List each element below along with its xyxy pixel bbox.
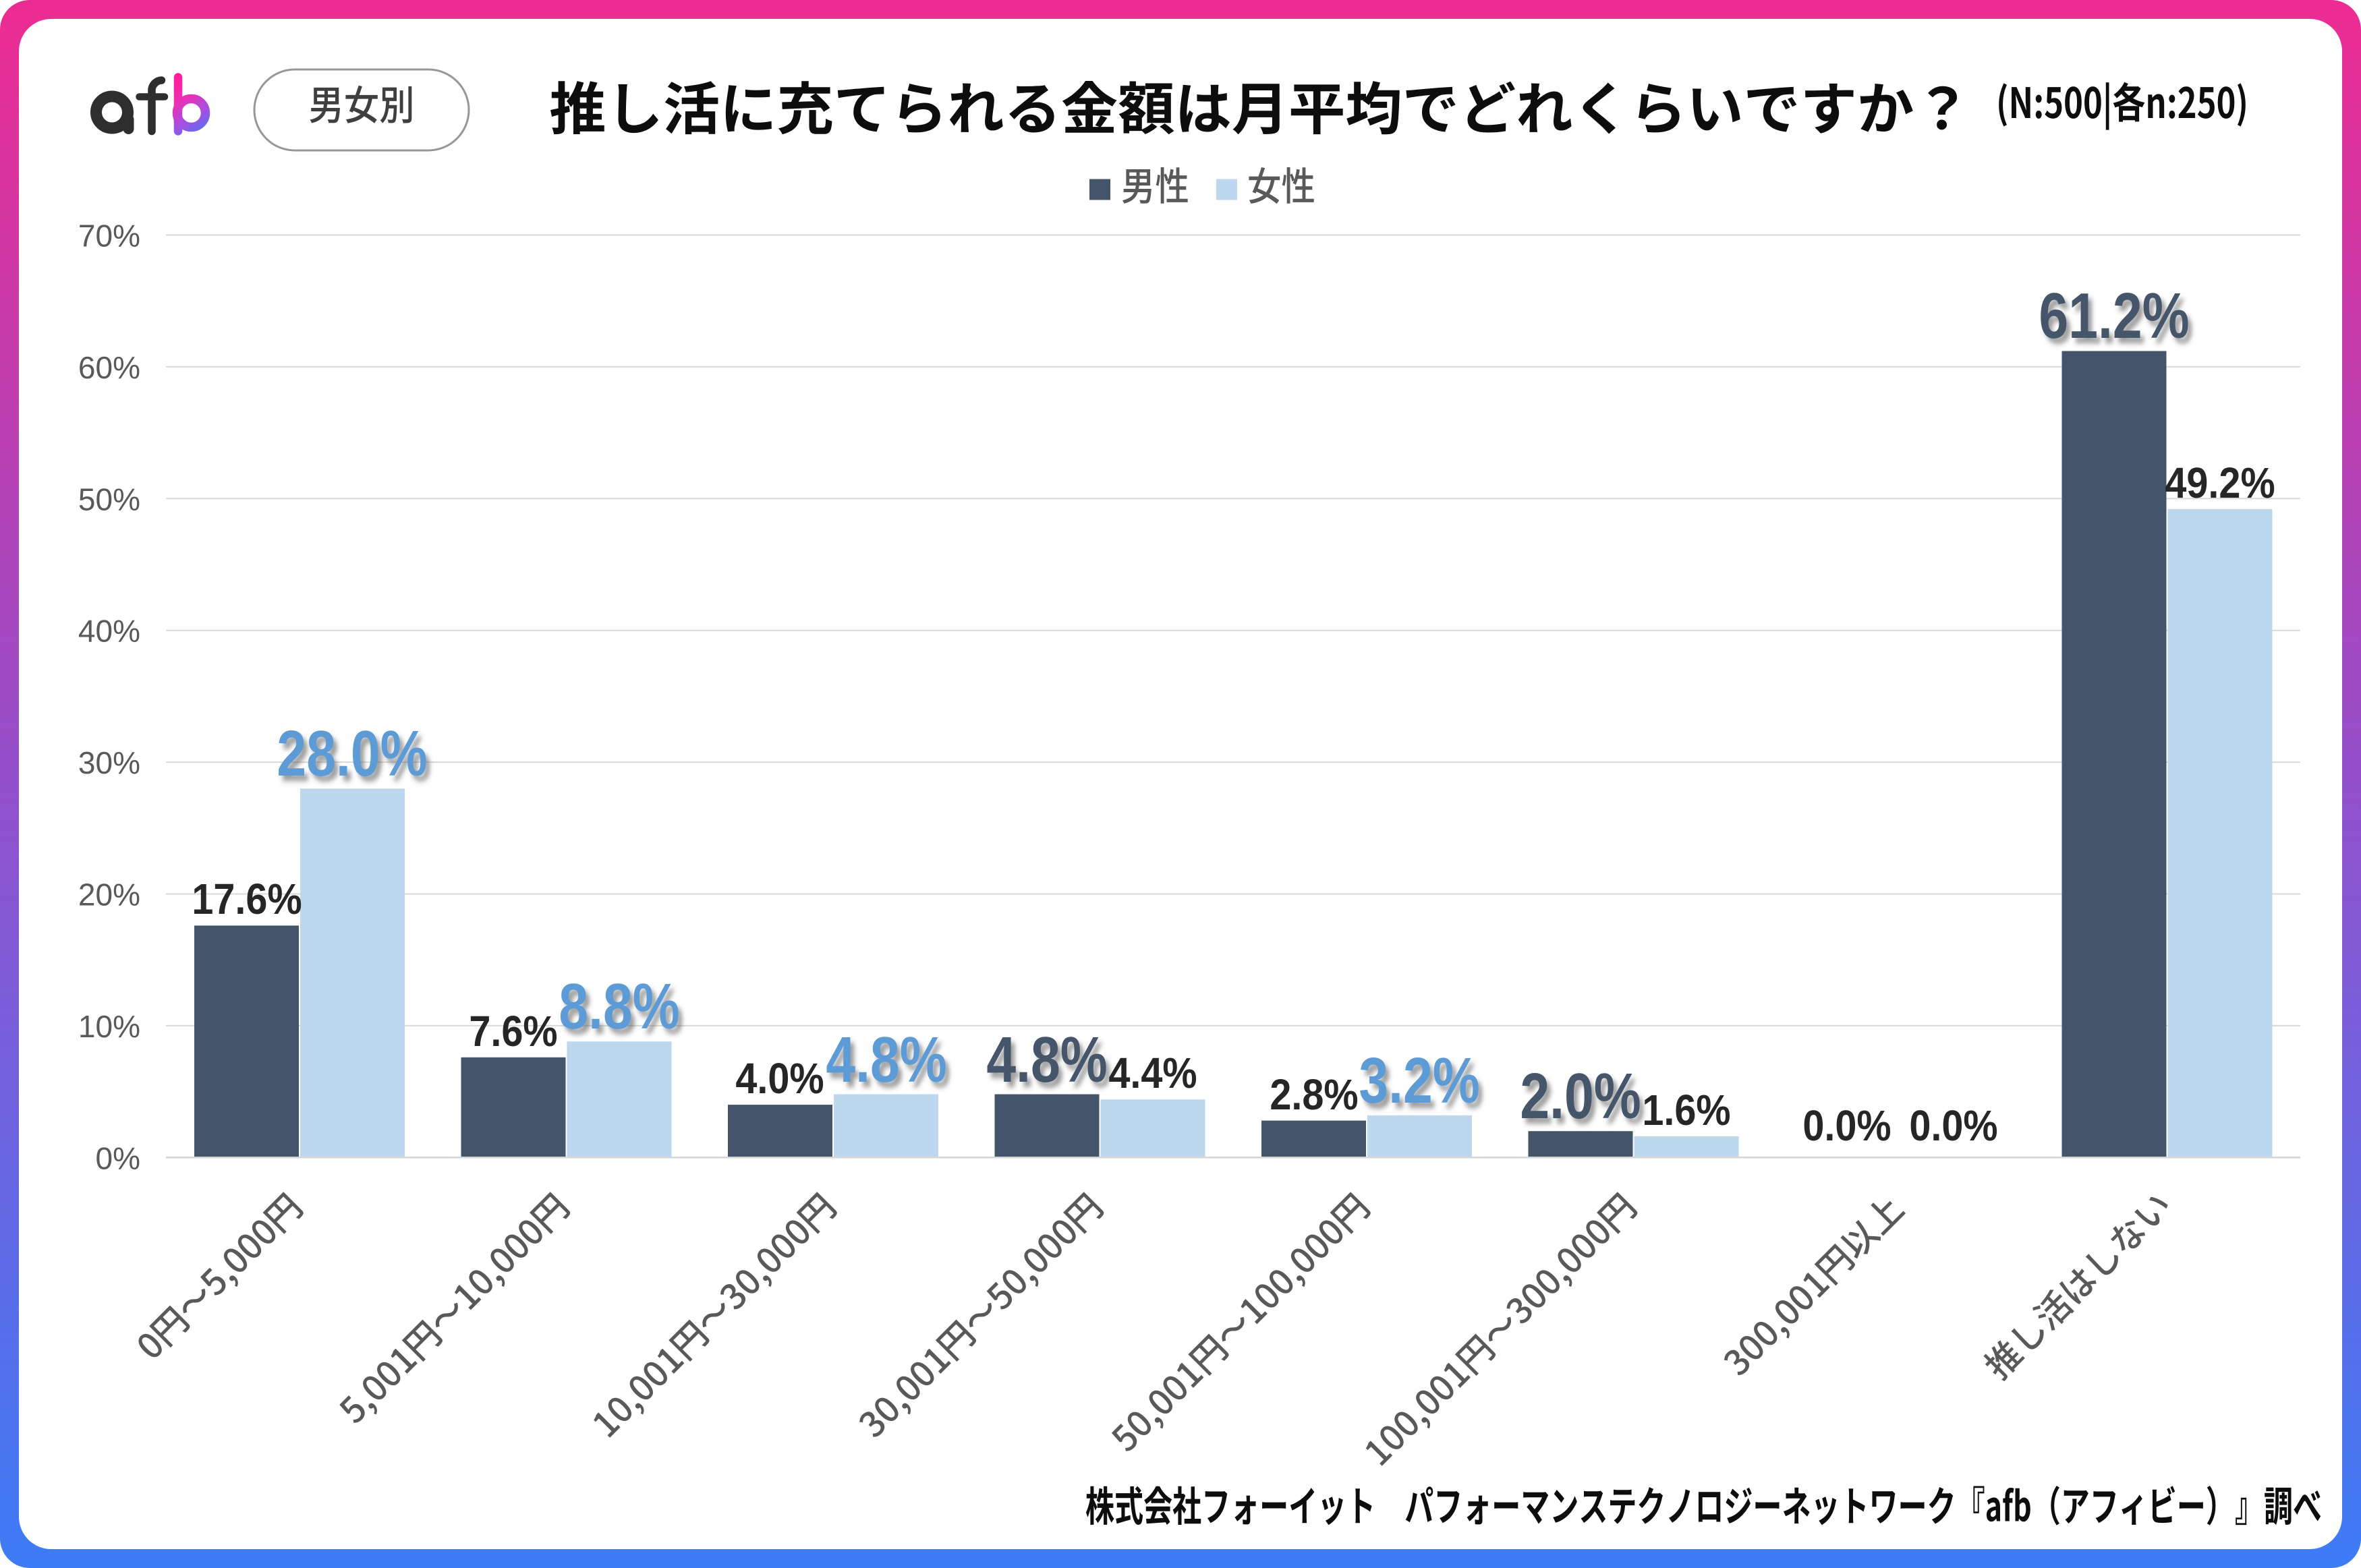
svg-text:70%: 70% [78,219,140,254]
svg-text:40%: 40% [78,614,140,649]
svg-text:1.6%: 1.6% [1642,1086,1730,1134]
svg-text:60%: 60% [78,350,140,385]
svg-text:10%: 10% [78,1009,140,1044]
svg-text:7.6%: 7.6% [469,1007,557,1055]
svg-text:49.2%: 49.2% [2165,459,2275,506]
svg-text:28.0%: 28.0% [277,718,427,790]
svg-text:3.2%: 3.2% [1359,1045,1479,1117]
svg-text:8.8%: 8.8% [559,970,679,1043]
svg-text:20%: 20% [78,877,140,912]
svg-text:4.8%: 4.8% [986,1024,1107,1096]
svg-text:2.0%: 2.0% [1520,1060,1641,1132]
svg-text:61.2%: 61.2% [2039,280,2189,352]
svg-text:4.0%: 4.0% [735,1054,824,1102]
svg-text:17.6%: 17.6% [192,875,302,923]
svg-text:0%: 0% [96,1140,140,1175]
svg-text:30%: 30% [78,745,140,780]
svg-text:2.8%: 2.8% [1270,1070,1358,1118]
svg-text:50%: 50% [78,482,140,517]
svg-text:0.0%: 0.0% [1909,1101,1997,1149]
svg-text:0.0%: 0.0% [1802,1101,1891,1149]
svg-text:4.8%: 4.8% [826,1024,946,1096]
svg-text:4.4%: 4.4% [1108,1049,1197,1097]
